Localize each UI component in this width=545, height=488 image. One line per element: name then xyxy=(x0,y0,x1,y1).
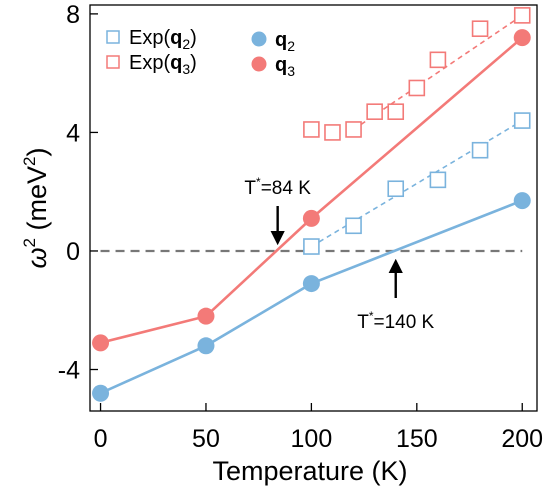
plot-frame xyxy=(89,4,538,412)
point-q3 xyxy=(197,307,215,325)
axis-ticks: 0 50 100 150 200 -4 0 4 8 xyxy=(58,1,543,453)
point-q2 xyxy=(513,192,531,210)
series-line-q3 xyxy=(100,36,524,345)
legend-marker-exp_q3 xyxy=(106,55,120,69)
x-tick-label: 150 xyxy=(396,425,438,453)
point-q2 xyxy=(92,384,110,402)
point-exp_q3 xyxy=(471,20,489,38)
x-tick-label: 200 xyxy=(501,425,543,453)
point-exp_q3 xyxy=(429,51,447,69)
point-q2 xyxy=(197,337,215,355)
legend-label-exp_q2: Exp(q2) xyxy=(129,27,197,52)
y-tick-label: 0 xyxy=(66,238,80,266)
point-q3 xyxy=(302,209,320,227)
fit-line-exp_q2 xyxy=(310,119,523,248)
series-layer xyxy=(92,7,531,402)
y-tick-label: 8 xyxy=(66,1,80,29)
y-axis-label-symbol-sup: 2 xyxy=(20,238,39,247)
x-tick-label: 100 xyxy=(291,425,333,453)
point-exp_q2 xyxy=(471,141,489,159)
point-exp_q3 xyxy=(366,103,383,120)
fit-line-exp_q3 xyxy=(353,14,523,131)
y-axis-label-unit-sup: 2 xyxy=(20,157,39,166)
point-exp_q2 xyxy=(387,180,405,198)
point-q3 xyxy=(92,334,110,352)
point-exp_q2 xyxy=(429,171,447,189)
point-q2 xyxy=(302,275,320,293)
point-exp_q2 xyxy=(345,217,362,235)
y-axis-label-symbol: ω xyxy=(22,247,52,268)
legend-label-q2: q2 xyxy=(275,29,295,54)
point-exp_q2 xyxy=(303,238,320,255)
y-tick-label: -4 xyxy=(58,357,80,385)
y-axis-label-unit: (meV xyxy=(22,166,52,238)
legend-label-q3: q3 xyxy=(275,54,295,79)
y-axis-label-unit-close: ) xyxy=(22,148,52,157)
point-exp_q3 xyxy=(324,124,341,141)
point-exp_q3 xyxy=(408,79,426,97)
x-axis-label: Temperature (K) xyxy=(212,456,407,486)
point-exp_q3 xyxy=(303,121,320,138)
x-tick-label: 0 xyxy=(94,425,108,453)
annotation-label: T*=140 K xyxy=(357,309,434,333)
point-exp_q3 xyxy=(387,103,405,120)
legend-label-exp_q3: Exp(q3) xyxy=(129,52,197,77)
point-exp_q3 xyxy=(513,7,531,24)
series-line-q2 xyxy=(99,199,523,395)
legend-marker-q2 xyxy=(251,31,267,47)
legend-marker-q3 xyxy=(251,56,267,72)
legend-marker-exp_q2 xyxy=(106,30,120,44)
point-exp_q2 xyxy=(513,112,531,129)
y-tick-label: 4 xyxy=(66,119,80,147)
point-exp_q3 xyxy=(345,121,362,138)
point-q3 xyxy=(513,29,531,47)
y-axis-label: ω2 (meV2) xyxy=(20,148,52,269)
x-tick-label: 50 xyxy=(192,425,220,453)
annotation-label: T*=84 K xyxy=(244,175,311,199)
annotation-layer: T*=84 K T*=140 K xyxy=(244,175,434,333)
